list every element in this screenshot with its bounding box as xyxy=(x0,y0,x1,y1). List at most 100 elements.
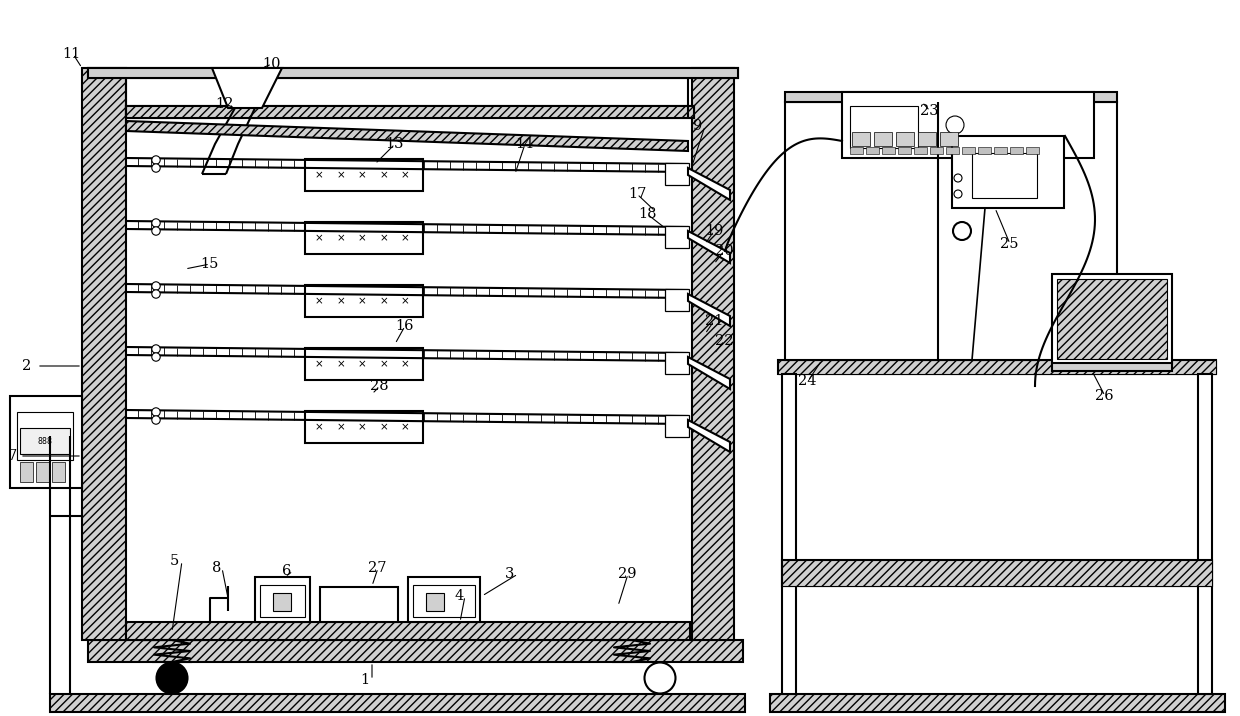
Text: ×: × xyxy=(379,170,388,180)
Text: 12: 12 xyxy=(215,97,233,111)
Text: 24: 24 xyxy=(799,374,816,388)
Circle shape xyxy=(151,282,160,290)
Circle shape xyxy=(156,662,187,694)
Text: 21: 21 xyxy=(706,314,723,328)
Bar xyxy=(874,132,892,146)
Bar xyxy=(665,226,689,248)
Text: ×: × xyxy=(401,296,409,306)
Bar xyxy=(1056,279,1167,359)
Text: 1: 1 xyxy=(360,673,370,687)
Text: ×: × xyxy=(357,359,366,369)
Text: 10: 10 xyxy=(262,57,280,71)
Text: 17: 17 xyxy=(627,187,646,201)
Bar xyxy=(665,352,689,374)
Text: 8: 8 xyxy=(212,561,222,575)
Bar xyxy=(1052,274,1172,364)
Text: ×: × xyxy=(315,233,324,243)
Bar xyxy=(866,147,879,154)
Circle shape xyxy=(954,174,962,182)
Text: 20: 20 xyxy=(715,244,734,258)
Text: 23: 23 xyxy=(920,104,939,118)
Bar xyxy=(52,462,64,482)
Text: ×: × xyxy=(336,359,345,369)
Text: 5: 5 xyxy=(170,554,180,568)
Circle shape xyxy=(151,345,160,353)
Bar xyxy=(918,132,936,146)
Bar xyxy=(842,92,1094,158)
Polygon shape xyxy=(126,121,688,151)
Text: 22: 22 xyxy=(715,334,734,348)
Bar xyxy=(665,289,689,311)
Bar xyxy=(305,348,423,380)
Bar xyxy=(82,68,126,640)
Bar xyxy=(940,132,959,146)
Bar xyxy=(914,147,928,154)
Polygon shape xyxy=(688,231,730,263)
Circle shape xyxy=(151,227,160,235)
Bar xyxy=(408,577,480,622)
Text: ×: × xyxy=(401,170,409,180)
Polygon shape xyxy=(688,420,730,452)
Circle shape xyxy=(946,116,963,134)
Bar xyxy=(138,632,206,640)
Bar xyxy=(692,68,734,640)
Bar xyxy=(126,106,694,118)
Text: ×: × xyxy=(401,422,409,432)
Text: 25: 25 xyxy=(999,237,1018,251)
Bar xyxy=(952,136,1064,208)
Bar xyxy=(88,640,743,662)
Text: ×: × xyxy=(401,359,409,369)
Bar xyxy=(946,147,959,154)
Bar xyxy=(777,360,1216,374)
Text: 7: 7 xyxy=(7,449,17,463)
Circle shape xyxy=(151,156,160,164)
Bar xyxy=(882,147,895,154)
Bar xyxy=(1052,363,1172,371)
Text: 3: 3 xyxy=(505,567,515,581)
Text: 4: 4 xyxy=(455,589,464,603)
Bar xyxy=(305,411,423,443)
Text: 14: 14 xyxy=(515,137,533,151)
Text: 26: 26 xyxy=(1095,389,1114,403)
Bar xyxy=(898,147,911,154)
Bar xyxy=(50,694,745,712)
Bar xyxy=(1025,147,1039,154)
Bar xyxy=(305,285,423,317)
Bar xyxy=(10,396,82,488)
Bar xyxy=(852,132,870,146)
Circle shape xyxy=(954,190,962,198)
Circle shape xyxy=(151,164,160,173)
Text: ×: × xyxy=(336,422,345,432)
Bar xyxy=(665,163,689,185)
Bar xyxy=(782,374,796,694)
Text: 11: 11 xyxy=(62,47,81,61)
Bar xyxy=(427,593,444,611)
Text: ×: × xyxy=(336,233,345,243)
Circle shape xyxy=(151,353,160,361)
Bar xyxy=(126,622,689,640)
Bar xyxy=(20,428,69,454)
Circle shape xyxy=(151,219,160,227)
Text: ×: × xyxy=(315,359,324,369)
Polygon shape xyxy=(212,68,281,108)
Polygon shape xyxy=(688,357,730,389)
Circle shape xyxy=(151,408,160,416)
Bar xyxy=(36,462,50,482)
Bar xyxy=(255,577,310,622)
Text: ×: × xyxy=(357,233,366,243)
Text: 6: 6 xyxy=(281,564,291,578)
Text: ×: × xyxy=(315,296,324,306)
Text: ×: × xyxy=(379,296,388,306)
Circle shape xyxy=(645,662,676,694)
Text: 2: 2 xyxy=(22,359,31,373)
Text: ×: × xyxy=(315,422,324,432)
Bar xyxy=(665,415,689,437)
Bar xyxy=(978,147,991,154)
Text: ×: × xyxy=(357,170,366,180)
Bar xyxy=(972,153,1037,198)
Text: 888: 888 xyxy=(37,437,52,445)
Bar xyxy=(88,68,738,78)
Text: 15: 15 xyxy=(200,257,218,271)
Text: ×: × xyxy=(379,359,388,369)
Text: ×: × xyxy=(401,233,409,243)
